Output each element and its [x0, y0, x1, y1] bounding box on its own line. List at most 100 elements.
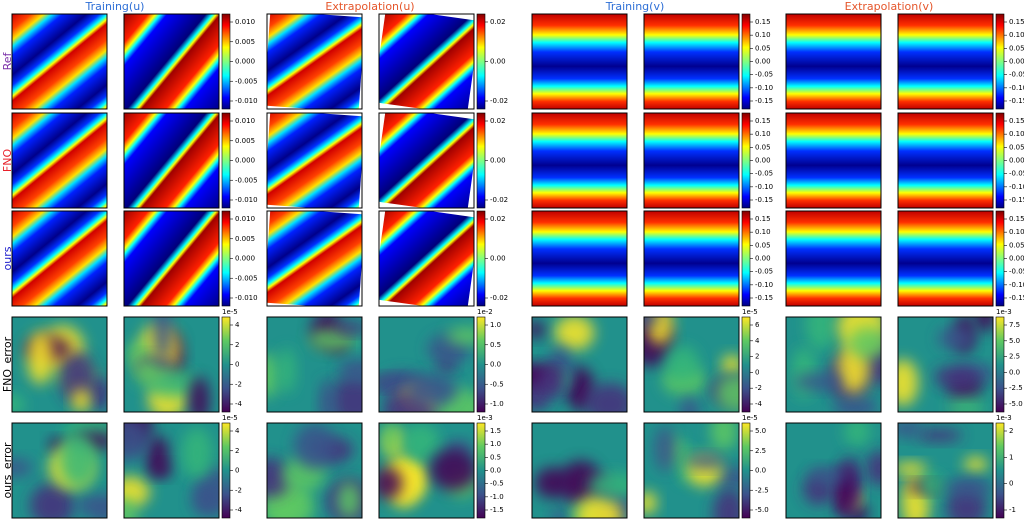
blob	[26, 331, 54, 385]
colorbar-tick-label: 4	[235, 427, 240, 435]
panel-frame	[266, 13, 363, 110]
colorbar-tick-label: 0.00	[1009, 58, 1024, 66]
colorbar-tick-label: -0.15	[755, 294, 773, 302]
panel-frame	[531, 210, 628, 307]
blob	[124, 423, 149, 462]
field	[898, 113, 993, 208]
panel-frame	[123, 316, 220, 413]
panel-frame	[123, 210, 220, 307]
panel-frame	[531, 422, 628, 519]
colorbar-tick-label: 0.010	[235, 117, 255, 125]
colorbar-tick-label: 0.15	[1009, 117, 1024, 125]
field	[124, 113, 219, 208]
field	[267, 14, 362, 109]
heatmap	[898, 423, 993, 518]
blob	[267, 353, 280, 398]
colorbar-tick-label: 0.10	[755, 228, 771, 236]
colorbar-tick-label: 0.05	[1009, 44, 1024, 52]
colorbar-tick-label: 0.0	[490, 361, 501, 369]
colorbar-tick-label: -0.5	[490, 380, 504, 388]
colorbar-tick-label: -5.0	[1009, 400, 1023, 408]
colorbar-offset: 1e-3	[996, 414, 1012, 422]
panel-frame	[11, 210, 108, 307]
field	[644, 211, 739, 306]
colorbar-tick-label: 0.000	[235, 58, 255, 66]
colorbar-tick-label: 0	[235, 361, 239, 369]
panel-frame	[266, 210, 363, 307]
colorbar-tick-label: -0.010	[235, 294, 258, 302]
blob	[712, 488, 739, 518]
blob	[191, 484, 219, 517]
blob	[898, 462, 928, 475]
colorbar-tick-label: 0.02	[490, 117, 506, 125]
colorbar-tick-label: 0.010	[235, 18, 255, 26]
blob	[538, 365, 564, 398]
blob	[72, 388, 91, 412]
panel-frame	[11, 112, 108, 209]
colorbar-tick-label: 0.00	[490, 255, 506, 263]
colorbar-tick-label: 0.00	[755, 255, 771, 263]
heatmap	[898, 14, 993, 109]
panel-frame	[785, 422, 882, 519]
blob	[937, 326, 975, 350]
colorbar-tick-label: -4	[755, 400, 763, 408]
panel-frame	[897, 316, 994, 413]
colorbar-tick-label: -0.15	[755, 196, 773, 204]
field	[124, 14, 219, 109]
heatmap	[267, 423, 362, 518]
colorbar-tick-label: -0.02	[490, 294, 508, 302]
colorbar	[741, 13, 751, 110]
heatmap	[898, 317, 993, 412]
blob	[680, 396, 700, 412]
blob	[665, 345, 700, 383]
column-title: Training(u)	[85, 0, 145, 13]
colorbar	[995, 112, 1005, 209]
colorbar-offset: 1e-5	[742, 308, 758, 316]
blob	[337, 481, 361, 518]
blob	[715, 374, 739, 412]
colorbar-tick-label: -0.15	[1009, 294, 1024, 302]
blob	[654, 426, 676, 472]
colorbar-tick-label: 0.02	[490, 215, 506, 223]
heatmap	[379, 113, 474, 208]
panel-frame	[643, 316, 740, 413]
field	[644, 113, 739, 208]
blob	[277, 347, 296, 394]
colorbar-offset: 1e-3	[996, 308, 1012, 316]
colorbar	[741, 422, 751, 519]
colorbar-tick-label: -0.15	[755, 97, 773, 105]
blob	[710, 423, 738, 451]
blob	[124, 497, 137, 518]
colorbar-offset: 1e-5	[222, 414, 238, 422]
heatmap	[124, 211, 219, 306]
heatmap	[644, 211, 739, 306]
panel-frame	[123, 422, 220, 519]
blob	[189, 376, 210, 412]
colorbar-tick-label: -1.5	[490, 506, 504, 514]
panel-frame	[11, 422, 108, 519]
heatmap	[898, 113, 993, 208]
field	[379, 211, 474, 306]
heatmap	[12, 211, 107, 306]
row-label: Ref	[1, 51, 14, 70]
blob	[919, 473, 945, 497]
field	[898, 14, 993, 109]
colorbar-tick-label: -0.10	[755, 84, 773, 92]
panel-frame	[643, 13, 740, 110]
blob	[293, 423, 336, 470]
colorbar	[995, 210, 1005, 307]
panel-frame	[266, 112, 363, 209]
panel-frame	[643, 112, 740, 209]
colorbar-tick-label: -1	[1009, 506, 1016, 514]
heatmap	[786, 211, 881, 306]
heatmap	[12, 14, 107, 109]
blob	[898, 423, 924, 438]
blob	[721, 354, 739, 376]
field	[786, 14, 881, 109]
panel-frame	[266, 316, 363, 413]
field	[532, 14, 627, 109]
blob	[866, 450, 881, 486]
colorbar	[221, 422, 231, 519]
colorbar-tick-label: -0.10	[1009, 281, 1024, 289]
colorbar-tick-label: -4	[235, 506, 243, 514]
